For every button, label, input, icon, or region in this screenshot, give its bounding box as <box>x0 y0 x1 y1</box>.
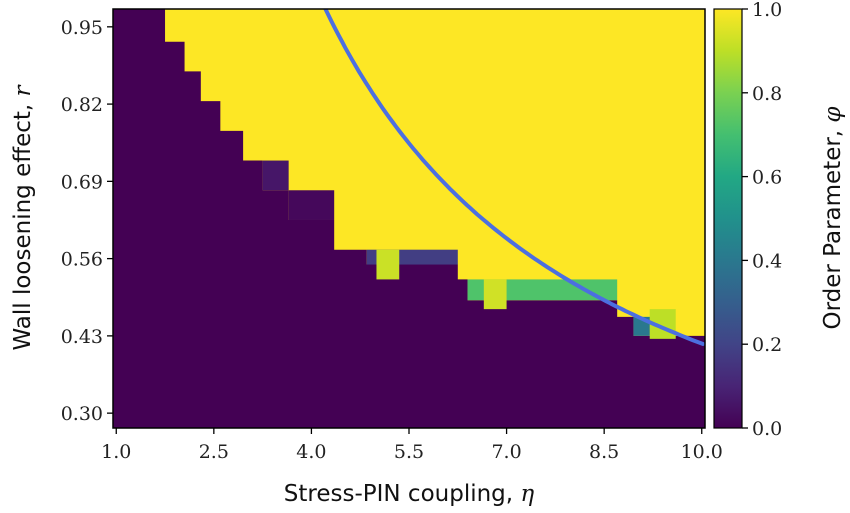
colorbar-tick-label: 0.2 <box>752 334 782 356</box>
x-tick-label: 1.0 <box>101 441 131 463</box>
colorbar-axis: 0.0 0.2 0.4 0.6 0.8 1.0 <box>742 0 782 440</box>
colorbar-tick-label: 0.4 <box>752 250 782 272</box>
colorbar-tick-label: 1.0 <box>752 0 782 21</box>
x-tick-label: 4.0 <box>296 441 326 463</box>
heatmap-cell <box>483 279 507 310</box>
heatmap-layer <box>113 9 705 428</box>
y-axis-symbol: r <box>10 83 36 96</box>
colorbar-tick-label: 0.6 <box>752 167 782 189</box>
heatmap-cell <box>288 190 335 220</box>
x-tick-label: 10.0 <box>681 441 723 463</box>
y-tick-label: 0.30 <box>61 403 103 425</box>
y-tick-label: 0.82 <box>61 94 103 116</box>
y-tick-label: 0.95 <box>61 17 103 39</box>
colorbar-symbol: φ <box>820 106 846 123</box>
colorbar-tick-label: 0.0 <box>752 418 782 440</box>
x-tick-label: 7.0 <box>491 441 521 463</box>
colorbar <box>713 8 743 429</box>
colorbar-tick-label: 0.8 <box>752 83 782 105</box>
y-tick-label: 0.43 <box>61 326 103 348</box>
y-tick-label: 0.69 <box>61 171 103 193</box>
y-tick-label: 0.56 <box>61 249 103 271</box>
colorbar-title: Order Parameter, φ <box>820 106 846 330</box>
boundary-curve <box>323 9 705 346</box>
x-tick-label: 5.5 <box>394 441 424 463</box>
y-axis: 0.30 0.43 0.56 0.69 0.82 0.95 <box>61 17 113 425</box>
y-axis-title: Wall loosening effect, r <box>10 83 36 350</box>
x-axis-title: Stress-PIN coupling, η <box>284 481 535 507</box>
boundary-curve-layer <box>323 9 705 346</box>
heatmap-cell <box>262 160 289 191</box>
x-axis-symbol: η <box>520 481 534 507</box>
colorbar-title-text: Order Parameter, <box>820 123 846 330</box>
x-tick-label: 8.5 <box>589 441 619 463</box>
y-axis-title-text: Wall loosening effect, <box>10 96 36 350</box>
x-axis-title-text: Stress-PIN coupling, <box>284 481 521 507</box>
heatmap-cell <box>376 249 400 280</box>
x-axis: 1.0 2.5 4.0 5.5 7.0 8.5 10.0 <box>101 428 723 463</box>
x-tick-label: 2.5 <box>199 441 229 463</box>
